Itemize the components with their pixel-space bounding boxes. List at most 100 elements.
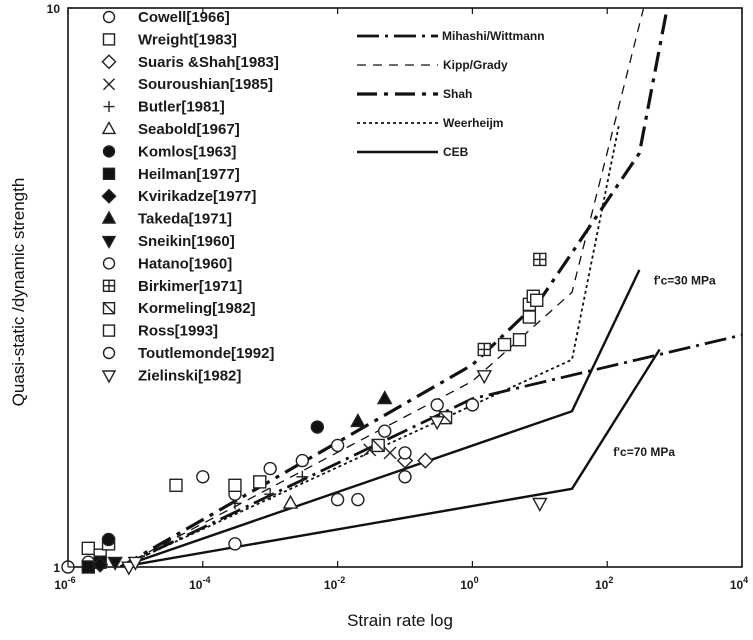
data-point-takeda-1971 [350, 412, 366, 428]
legend-marker-komlos-1963 [102, 145, 116, 158]
model-curve-ceb [120, 269, 641, 567]
data-point-birkimer-1971 [477, 342, 491, 357]
legend-label-toutlemonde-1992: Toutlemonde[1992] [138, 345, 274, 362]
legend-marker-toutlemonde-1992 [102, 346, 116, 360]
data-point-ross-1993 [169, 478, 183, 493]
x-tick-label: 10-6 [54, 575, 75, 592]
data-point-ross-1993 [512, 333, 527, 347]
legend-label-birkimer-1971: Birkimer[1971] [138, 278, 242, 295]
data-point-toutlemonde-1992 [398, 470, 412, 484]
data-point-komlos-1963 [101, 532, 116, 547]
data-point-zielinski-1982 [127, 556, 144, 571]
legend-marker-butler-1981 [103, 101, 115, 113]
y-tick-label: 1 [53, 561, 60, 575]
data-point-hatano-1960 [378, 424, 392, 438]
data-point-ross-1993 [253, 475, 267, 489]
annotation-fc-30-mpa: f'c=30 MPa [654, 274, 716, 288]
legend-label-kormeling-1982: Kormeling[1982] [138, 300, 256, 317]
data-point-takeda-1971 [376, 390, 393, 405]
data-point-toutlemonde-1992 [351, 492, 365, 507]
y-axis-label: Quasi-static /dynamic strength [9, 178, 28, 407]
legend-marker-zielinski-1982 [101, 370, 117, 384]
data-point-heilman-1977 [81, 560, 95, 574]
legend-label-seabold-1967: Seabold[1967] [138, 121, 240, 138]
x-tick-label: 104 [730, 575, 748, 592]
x-tick-base: 10 [460, 578, 474, 592]
data-point-ross-1993 [522, 310, 537, 324]
data-point-butler-1981 [296, 470, 309, 483]
x-tick-base: 10 [324, 578, 338, 592]
plot-frame [67, 7, 743, 568]
data-point-zielinski-1982 [532, 497, 548, 512]
legend-label-suaris-shah-1983: Suaris &Shah[1983] [138, 54, 279, 71]
data-point-ross-1993 [530, 293, 544, 307]
data-point-hatano-1960 [430, 398, 444, 412]
x-axis-label: Strain rate log [347, 611, 453, 630]
data-point-toutlemonde-1992 [228, 537, 242, 551]
x-stroke [383, 446, 397, 460]
data-point-hatano-1960 [465, 398, 480, 412]
slash-stroke [371, 438, 385, 452]
x-tick-base: 10 [730, 578, 744, 592]
data-point-hatano-1960 [295, 453, 310, 468]
data-point-kormeling-1982 [371, 438, 385, 453]
legend-marker-souroushian-1985 [103, 78, 115, 91]
legend-label-hatano-1960: Hatano[1960] [138, 255, 232, 272]
legend-marker-seabold-1967 [101, 120, 117, 135]
data-point-sneikin-1960 [107, 556, 123, 571]
x-tick-base: 10 [595, 578, 609, 592]
legend-label-wreight-1983: Wreight[1983] [138, 31, 237, 48]
legend-marker-wreight-1983 [102, 33, 116, 46]
legend-label-butler-1981: Butler[1981] [138, 99, 225, 116]
data-point-zielinski-1982 [429, 416, 445, 431]
data-point-hatano-1960 [330, 438, 345, 453]
model-legend-label-weerheijm: Weerheijm [443, 116, 503, 130]
legend-label-ross-1993: Ross[1993] [138, 323, 218, 340]
slash-stroke [439, 411, 453, 425]
model-legend-label-ceb: CEB [443, 145, 469, 159]
data-point-hatano-1960 [196, 470, 210, 484]
data-point-toutlemonde-1992 [330, 492, 345, 507]
model-legend-label-mihashi-wittmann: Mihashi/Wittmann [442, 29, 545, 43]
data-point-hatano-1960 [263, 461, 277, 476]
legend-label-komlos-1963: Komlos[1963] [138, 143, 236, 160]
data-point-souroushian-1985 [383, 446, 397, 460]
x-tick-base: 10 [54, 578, 68, 592]
model-legend-label-shah: Shah [443, 87, 472, 101]
data-point-birkimer-1971 [533, 252, 547, 267]
x-tick-label: 102 [595, 575, 613, 592]
x-tick-label: 10-2 [324, 575, 345, 592]
legend-marker-kormeling-1982 [102, 302, 116, 315]
data-point-seabold-1967 [282, 494, 299, 509]
x-tick-exponent: 4 [743, 575, 748, 585]
data-point-suaris-shah-1983 [417, 452, 434, 469]
legend-marker-ross-1993 [102, 324, 116, 337]
legend-marker-cowell-1966 [102, 10, 116, 24]
legend-marker-kvirikadze-1977 [101, 188, 117, 204]
x-tick-label: 10-4 [189, 575, 210, 592]
annotation-fc-70-mpa: f'c=70 MPa [613, 445, 675, 459]
legend-marker-suaris-shah-1983 [101, 54, 117, 70]
data-point-ross-1993 [497, 337, 512, 352]
data-point-zielinski-1982 [121, 561, 137, 576]
slash-stroke [103, 302, 115, 315]
x-stroke [103, 78, 115, 91]
data-point-wreight-1983 [81, 541, 95, 556]
legend-marker-heilman-1977 [102, 167, 116, 181]
legend-label-zielinski-1982: Zielinski[1982] [138, 367, 241, 384]
legend-label-cowell-1966: Cowell[1966] [138, 9, 230, 26]
x-tick-exponent: -6 [68, 575, 76, 585]
legend-marker-birkimer-1971 [102, 279, 116, 292]
data-point-butler-1981 [264, 488, 277, 501]
model-legend-label-kipp-grady: Kipp/Grady [443, 58, 508, 72]
data-point-ross-1993 [228, 478, 242, 493]
x-tick-base: 10 [189, 578, 203, 592]
x-tick-exponent: 0 [474, 575, 479, 585]
legend-label-kvirikadze-1977: Kvirikadze[1977] [138, 188, 256, 205]
data-point-komlos-1963 [310, 420, 325, 434]
legend-label-souroushian-1985: Souroushian[1985] [138, 76, 273, 93]
x-tick-label: 100 [460, 575, 478, 592]
legend-label-heilman-1977: Heilman[1977] [138, 166, 240, 183]
